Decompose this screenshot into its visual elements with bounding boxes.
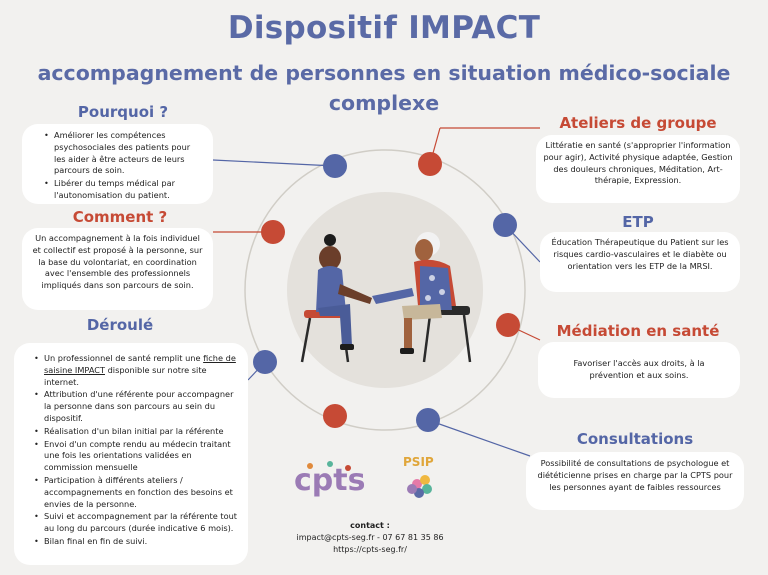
consultations-text: Possibilité de consultations de psycholo… [537,458,733,492]
dot-etp [493,213,517,237]
comment-text: Un accompagnement à la fois individuel e… [32,233,203,291]
mediation-heading: Médiation en santé [556,322,720,340]
dot-comment [261,220,285,244]
contact-email-phone[interactable]: impact@cpts-seg.fr - 07 67 81 35 86 [296,533,444,542]
fiche-saisine-link[interactable]: fiche de saisine IMPACT [44,353,236,375]
deroule-item: Un professionnel de santé remplit une fi… [34,353,240,388]
consultations-card: Possibilité de consultations de psycholo… [526,452,744,510]
dot-ateliers [418,152,442,176]
contact-block: contact : impact@cpts-seg.fr - 07 67 81 … [270,520,470,556]
svg-text:PSIP: PSIP [403,455,434,469]
care-illustration [300,232,472,363]
etp-heading: ETP [622,213,654,231]
deroule-item: Suivi et accompagnement par la référente… [34,511,240,535]
mediation-card: Favoriser l'accès aux droits, à la préve… [538,342,740,398]
mediation-text: Favoriser l'accès aux droits, à la préve… [573,358,705,380]
center-disc [287,192,483,388]
contact-label: contact : [350,521,390,530]
dot-consultations [416,408,440,432]
connector-consultations [427,419,531,457]
contact-website-link[interactable]: https://cpts-seg.fr/ [333,545,407,554]
deroule-card: Un professionnel de santé remplit une fi… [14,343,248,565]
psip-logo-icon: PSIP [403,455,434,498]
deroule-item: Bilan final en fin de suivi. [34,536,240,548]
deroule-item: Envoi d'un compte rendu au médecin trait… [34,439,240,474]
deroule-item: Réalisation d'un bilan initial par la ré… [34,426,240,438]
dot-bottom-red [323,404,347,428]
deroule-item: Attribution d'une référente pour accompa… [34,389,240,424]
cpts-logo: cpts [290,456,370,504]
etp-card: Éducation Thérapeutique du Patient sur l… [540,232,740,292]
orbit-ring [244,149,526,431]
pourquoi-heading: Pourquoi ? [77,103,169,121]
pourquoi-item: Améliorer les compétences psychosociales… [44,130,203,177]
deroule-heading: Déroulé [86,316,154,334]
dot-mediation [496,313,520,337]
dot-deroule [253,350,277,374]
etp-text: Éducation Thérapeutique du Patient sur l… [551,237,729,271]
pourquoi-card: Améliorer les compétences psychosociales… [22,124,213,204]
dot-pourquoi [323,154,347,178]
comment-heading: Comment ? [72,208,168,226]
cpts-logo-icon: cpts [294,461,365,498]
pourquoi-item: Libérer du temps médical par l'autonomis… [44,178,203,202]
deroule-item: Participation à différents ateliers / ac… [34,475,240,510]
page-title: Dispositif IMPACT [227,10,541,46]
svg-text:cpts: cpts [294,463,365,498]
comment-card: Un accompagnement à la fois individuel e… [22,228,213,310]
consultations-heading: Consultations [576,430,694,448]
ateliers-heading: Ateliers de groupe [559,114,717,132]
ateliers-card: Littératie en santé (s'approprier l'info… [536,135,740,203]
psip-logo: PSIP [395,452,445,504]
connector-pourquoi [212,159,336,167]
ateliers-text: Littératie en santé (s'approprier l'info… [543,140,733,186]
page-subtitle: accompagnement de personnes en situation… [37,61,731,115]
